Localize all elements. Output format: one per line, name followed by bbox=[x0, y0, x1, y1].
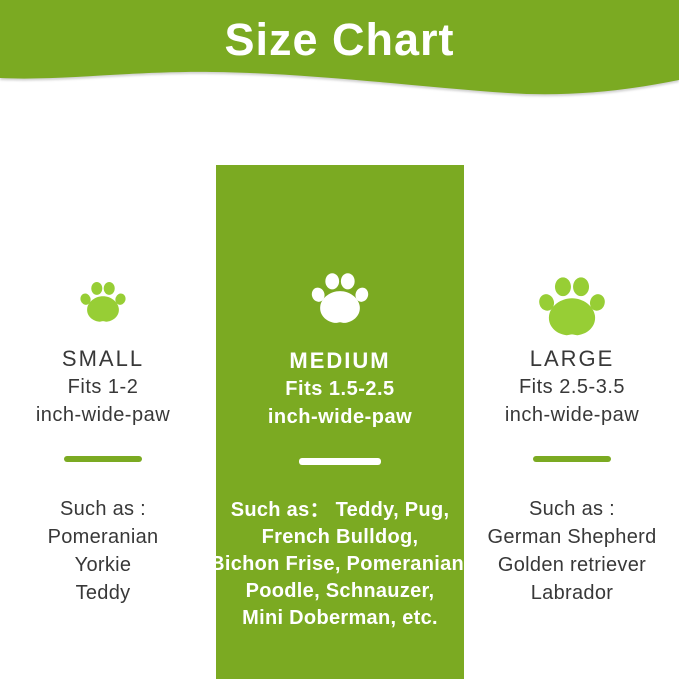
such-as-label: Such as : bbox=[528, 498, 616, 520]
paw-icon bbox=[539, 277, 605, 336]
paw-icon bbox=[311, 273, 369, 323]
breed-name: Golden retriever bbox=[497, 554, 647, 576]
fits-range: Fits 1-2 bbox=[67, 376, 139, 398]
breed-examples: Such as： Teddy, Pug, French Bulldog, Bic… bbox=[210, 497, 470, 632]
medium-highlight-panel bbox=[216, 165, 464, 679]
paw-width-unit: inch-wide-paw bbox=[267, 406, 413, 428]
size-name: LARGE bbox=[529, 346, 615, 371]
divider-line bbox=[533, 456, 611, 462]
divider-line bbox=[299, 458, 381, 465]
paw-icon-shape bbox=[80, 281, 126, 322]
divider-line bbox=[64, 456, 142, 462]
page-title: Size Chart bbox=[224, 14, 455, 65]
breed-examples: Such as : Pomeranian Yorkie Teddy bbox=[48, 495, 159, 607]
breed-name: German Shepherd bbox=[487, 526, 657, 548]
breed-line: Poodle, Schnauzer, bbox=[245, 580, 435, 602]
fits-range: Fits 2.5-3.5 bbox=[518, 376, 626, 398]
size-column-small: SMALL Fits 1-2 inch-wide-paw Such as : P… bbox=[3, 165, 203, 607]
breed-name: Pomeranian bbox=[47, 526, 159, 548]
size-column-large: LARGE Fits 2.5-3.5 inch-wide-paw Such as… bbox=[472, 165, 672, 607]
header-wave-shape bbox=[0, 0, 679, 95]
breed-name: Yorkie bbox=[74, 554, 132, 576]
breed-line: Mini Doberman, etc. bbox=[242, 607, 438, 629]
header-wave-background bbox=[0, 0, 679, 95]
breed-name: Labrador bbox=[530, 582, 614, 604]
such-as-label: Such as : bbox=[59, 498, 147, 520]
paw-width-unit: inch-wide-paw bbox=[504, 404, 640, 426]
breed-line: Such as： Teddy, Pug, bbox=[230, 499, 450, 521]
breed-line: French Bulldog, bbox=[261, 526, 419, 548]
paw-icon bbox=[80, 281, 126, 322]
paw-icon-shape bbox=[311, 273, 369, 323]
size-column-medium: MEDIUM Fits 1.5-2.5 inch-wide-paw Such a… bbox=[210, 165, 470, 632]
paw-icon-shape bbox=[539, 277, 605, 336]
size-name: SMALL bbox=[61, 346, 145, 371]
paw-width-unit: inch-wide-paw bbox=[35, 404, 171, 426]
breed-line: Bichon Frise, Pomeranian, bbox=[210, 553, 470, 575]
breed-examples: Such as : German Shepherd Golden retriev… bbox=[487, 495, 656, 607]
breed-name: Teddy bbox=[75, 582, 131, 604]
size-name: MEDIUM bbox=[289, 348, 391, 373]
fits-range: Fits 1.5-2.5 bbox=[285, 378, 395, 400]
